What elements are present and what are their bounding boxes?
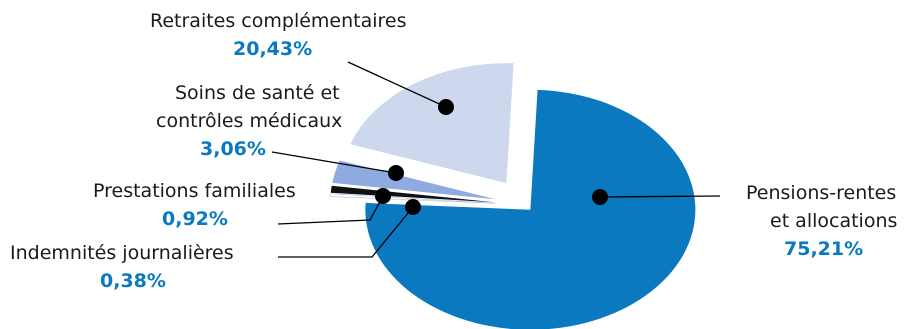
- label-prestations: Prestations familiales: [93, 180, 296, 202]
- value-pensions: 75,21%: [784, 238, 864, 260]
- leader-prestations: [277, 195, 384, 225]
- label-indemnites: Indemnités journalières: [10, 242, 234, 264]
- label-pensions-2: et allocations: [770, 210, 898, 232]
- slice-pensions: [365, 89, 696, 329]
- value-indemnites: 0,38%: [100, 270, 166, 292]
- marker-soins: [388, 165, 404, 181]
- marker-retraites: [438, 99, 454, 115]
- marker-prestations: [375, 188, 391, 204]
- slice-prestations: [330, 185, 496, 203]
- label-retraites: Retraites complémentaires: [150, 10, 407, 32]
- slice-soins: [332, 160, 496, 200]
- leader-pensions: [599, 195, 721, 198]
- value-soins: 3,06%: [200, 138, 266, 160]
- slice-retraites: [350, 63, 514, 184]
- label-soins-2: contrôles médicaux: [156, 110, 343, 132]
- label-soins-1: Soins de santé et: [175, 82, 340, 104]
- pie-slices: [330, 63, 696, 329]
- marker-pensions: [592, 189, 608, 205]
- leader-retraites: [347, 61, 447, 108]
- marker-indemnites: [405, 199, 421, 215]
- leader-lines: [271, 61, 721, 258]
- leader-soins: [271, 151, 397, 174]
- leader-indemnites: [278, 206, 414, 258]
- value-prestations: 0,92%: [162, 208, 228, 230]
- slice-indemnites: [330, 193, 496, 204]
- label-pensions-1: Pensions-rentes: [746, 182, 897, 204]
- value-retraites: 20,43%: [233, 38, 313, 60]
